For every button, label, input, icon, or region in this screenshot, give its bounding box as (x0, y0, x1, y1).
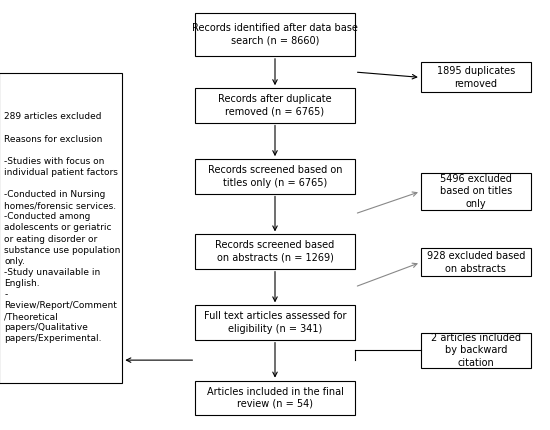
Text: Records after duplicate
removed (n = 6765): Records after duplicate removed (n = 676… (218, 94, 332, 117)
FancyBboxPatch shape (195, 234, 355, 269)
Text: 289 articles excluded

Reasons for exclusion

-Studies with focus on
individual : 289 articles excluded Reasons for exclus… (4, 112, 120, 344)
Text: Records screened based
on abstracts (n = 1269): Records screened based on abstracts (n =… (216, 240, 334, 263)
Text: Records screened based on
titles only (n = 6765): Records screened based on titles only (n… (208, 165, 342, 187)
FancyBboxPatch shape (195, 159, 355, 194)
Text: Full text articles assessed for
eligibility (n = 341): Full text articles assessed for eligibil… (204, 311, 346, 334)
Text: Articles included in the final
review (n = 54): Articles included in the final review (n… (207, 387, 343, 409)
FancyBboxPatch shape (421, 173, 531, 209)
FancyBboxPatch shape (421, 62, 531, 92)
Text: 5496 excluded
based on titles
only: 5496 excluded based on titles only (439, 174, 512, 209)
FancyBboxPatch shape (195, 305, 355, 340)
FancyBboxPatch shape (195, 88, 355, 123)
Text: 928 excluded based
on abstracts: 928 excluded based on abstracts (427, 251, 525, 273)
FancyBboxPatch shape (421, 248, 531, 276)
Text: 2 articles included
by backward
citation: 2 articles included by backward citation (431, 333, 521, 368)
FancyBboxPatch shape (0, 73, 122, 383)
FancyBboxPatch shape (195, 13, 355, 56)
FancyBboxPatch shape (195, 381, 355, 415)
Text: Records identified after data base
search (n = 8660): Records identified after data base searc… (192, 23, 358, 46)
FancyBboxPatch shape (421, 333, 531, 368)
Text: 1895 duplicates
removed: 1895 duplicates removed (437, 66, 515, 89)
